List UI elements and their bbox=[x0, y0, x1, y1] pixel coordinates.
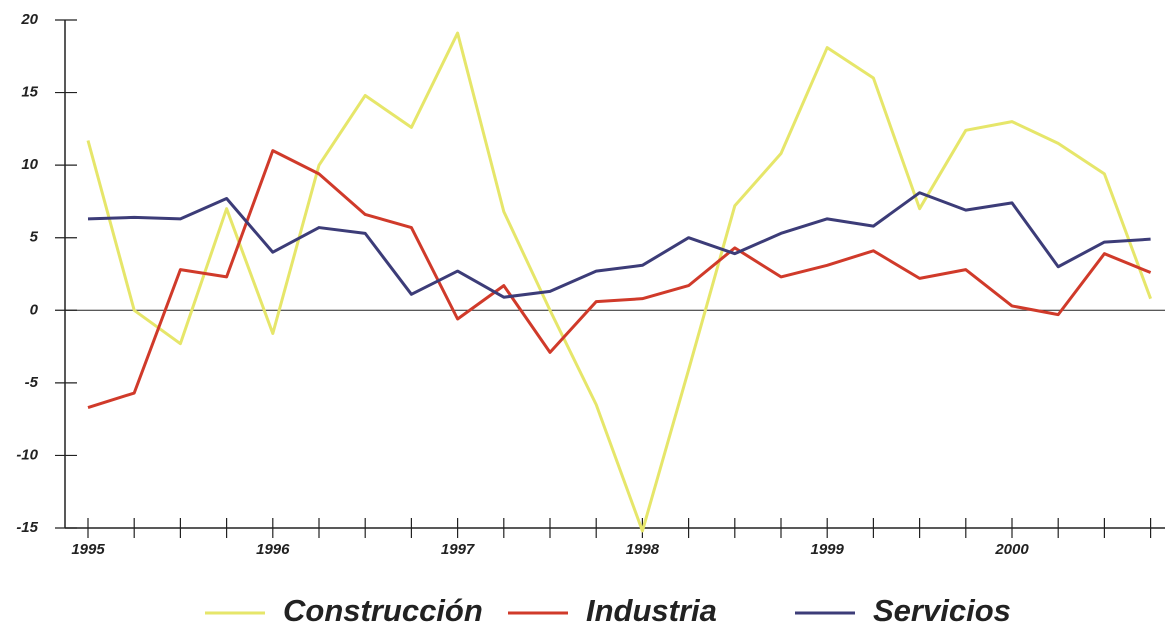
legend-label: Construcción bbox=[283, 593, 483, 628]
y-tick-label: 5 bbox=[30, 229, 39, 246]
x-tick-label: 2000 bbox=[994, 541, 1029, 558]
y-tick-label: 10 bbox=[21, 156, 38, 173]
y-tick-label: 0 bbox=[30, 301, 39, 318]
x-tick-label: 1997 bbox=[441, 541, 475, 558]
legend-label: Industria bbox=[586, 593, 717, 628]
x-tick-label: 1996 bbox=[256, 541, 290, 558]
y-tick-label: 20 bbox=[20, 11, 38, 28]
y-tick-label: -5 bbox=[25, 374, 39, 391]
series-line bbox=[87, 191, 1151, 299]
y-tick-label: -15 bbox=[16, 519, 38, 536]
legend-label: Servicios bbox=[873, 593, 1011, 628]
y-tick-label: 15 bbox=[21, 84, 38, 101]
x-tick-label: 1998 bbox=[626, 541, 660, 558]
x-tick-label: 1999 bbox=[811, 541, 845, 558]
series-line bbox=[86, 31, 1153, 533]
x-tick-label: 1995 bbox=[71, 541, 105, 558]
y-tick-label: -10 bbox=[16, 446, 38, 463]
series-line bbox=[87, 149, 1152, 409]
